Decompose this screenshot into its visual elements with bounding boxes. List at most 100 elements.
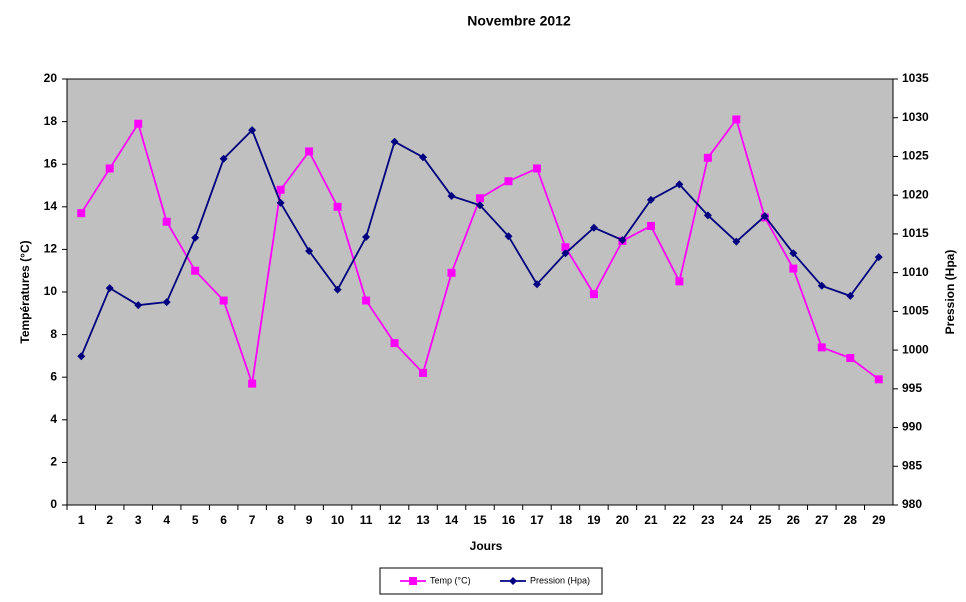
point bbox=[134, 119, 143, 128]
point bbox=[105, 284, 114, 293]
point bbox=[77, 209, 86, 218]
point bbox=[504, 177, 513, 186]
point bbox=[390, 137, 399, 146]
x-tick-label: 1 bbox=[78, 513, 85, 527]
y-tick-label: 8 bbox=[50, 327, 57, 341]
point bbox=[646, 195, 655, 204]
y2-tick-label: 990 bbox=[902, 420, 922, 434]
y2-tick-label: 1010 bbox=[902, 265, 929, 279]
x-tick-label: 10 bbox=[331, 513, 345, 527]
point bbox=[162, 298, 171, 307]
point bbox=[817, 281, 826, 290]
point bbox=[134, 301, 143, 310]
point bbox=[760, 212, 769, 221]
point bbox=[846, 291, 855, 300]
point bbox=[561, 249, 570, 258]
point bbox=[105, 164, 114, 173]
point bbox=[362, 296, 371, 305]
x-tick-label: 27 bbox=[815, 513, 829, 527]
x-tick-label: 26 bbox=[787, 513, 801, 527]
point bbox=[504, 232, 513, 241]
x-tick-label: 9 bbox=[306, 513, 313, 527]
x-tick-label: 28 bbox=[844, 513, 858, 527]
x-tick-label: 8 bbox=[277, 513, 284, 527]
x-tick-label: 21 bbox=[644, 513, 658, 527]
point bbox=[305, 147, 314, 156]
x-tick-label: 6 bbox=[220, 513, 227, 527]
y-axis-label: Températures (°C) bbox=[18, 240, 32, 343]
point bbox=[419, 368, 428, 377]
point bbox=[162, 217, 171, 226]
point bbox=[362, 233, 371, 242]
point bbox=[248, 126, 257, 135]
point bbox=[532, 280, 541, 289]
y2-tick-label: 1035 bbox=[902, 71, 929, 85]
y-tick-label: 4 bbox=[50, 412, 57, 426]
y2-tick-label: 1015 bbox=[902, 226, 929, 240]
point bbox=[817, 343, 826, 352]
point bbox=[561, 243, 570, 252]
point bbox=[846, 354, 855, 363]
x-tick-label: 24 bbox=[730, 513, 744, 527]
y-tick-label: 20 bbox=[44, 71, 58, 85]
point bbox=[77, 352, 86, 361]
point bbox=[732, 237, 741, 246]
point bbox=[646, 221, 655, 230]
y-tick-label: 16 bbox=[44, 156, 58, 170]
point bbox=[276, 185, 285, 194]
x-tick-label: 5 bbox=[192, 513, 199, 527]
y-tick-label: 0 bbox=[50, 497, 57, 511]
x-tick-label: 16 bbox=[502, 513, 516, 527]
point bbox=[874, 375, 883, 384]
point bbox=[333, 285, 342, 294]
point bbox=[191, 233, 200, 242]
y2-tick-label: 1020 bbox=[902, 187, 929, 201]
x-tick-label: 18 bbox=[559, 513, 573, 527]
plot-area bbox=[66, 78, 894, 506]
point bbox=[874, 253, 883, 262]
x-tick-label: 20 bbox=[616, 513, 630, 527]
point bbox=[532, 164, 541, 173]
y2-tick-label: 1030 bbox=[902, 110, 929, 124]
y2-axis-label: Pression (Hpa) bbox=[943, 250, 957, 335]
point bbox=[675, 277, 684, 286]
y2-tick-label: 985 bbox=[902, 458, 922, 472]
y2-tick-label: 1000 bbox=[902, 342, 929, 356]
x-tick-label: 29 bbox=[872, 513, 886, 527]
x-tick-label: 23 bbox=[701, 513, 715, 527]
y-tick-label: 10 bbox=[44, 284, 58, 298]
y-tick-label: 12 bbox=[44, 242, 58, 256]
point bbox=[447, 191, 456, 200]
legend-marker bbox=[509, 577, 517, 585]
chart-title: Novembre 2012 bbox=[467, 13, 571, 29]
point bbox=[447, 268, 456, 277]
point bbox=[333, 202, 342, 211]
point bbox=[276, 198, 285, 207]
y-tick-label: 14 bbox=[44, 199, 58, 213]
y-tick-label: 2 bbox=[50, 455, 57, 469]
x-tick-label: 3 bbox=[135, 513, 142, 527]
legend-label: Temp (°C) bbox=[430, 575, 471, 585]
point bbox=[476, 201, 484, 210]
y-tick-label: 6 bbox=[50, 369, 57, 383]
x-tick-label: 4 bbox=[163, 513, 170, 527]
point bbox=[219, 296, 228, 305]
point bbox=[589, 290, 598, 299]
x-tick-label: 22 bbox=[673, 513, 687, 527]
y2-tick-label: 1025 bbox=[902, 149, 929, 163]
x-tick-label: 7 bbox=[249, 513, 256, 527]
x-tick-label: 2 bbox=[106, 513, 113, 527]
point bbox=[589, 223, 598, 232]
point bbox=[789, 249, 798, 258]
x-tick-label: 11 bbox=[360, 513, 373, 527]
legend-label: Pression (Hpa) bbox=[530, 575, 590, 585]
point bbox=[789, 264, 798, 273]
point bbox=[675, 180, 684, 189]
x-tick-label: 13 bbox=[416, 513, 430, 527]
point bbox=[191, 266, 200, 275]
x-tick-label: 25 bbox=[758, 513, 772, 527]
point bbox=[219, 154, 228, 163]
x-tick-label: 14 bbox=[445, 513, 459, 527]
x-axis-label: Jours bbox=[470, 539, 503, 553]
